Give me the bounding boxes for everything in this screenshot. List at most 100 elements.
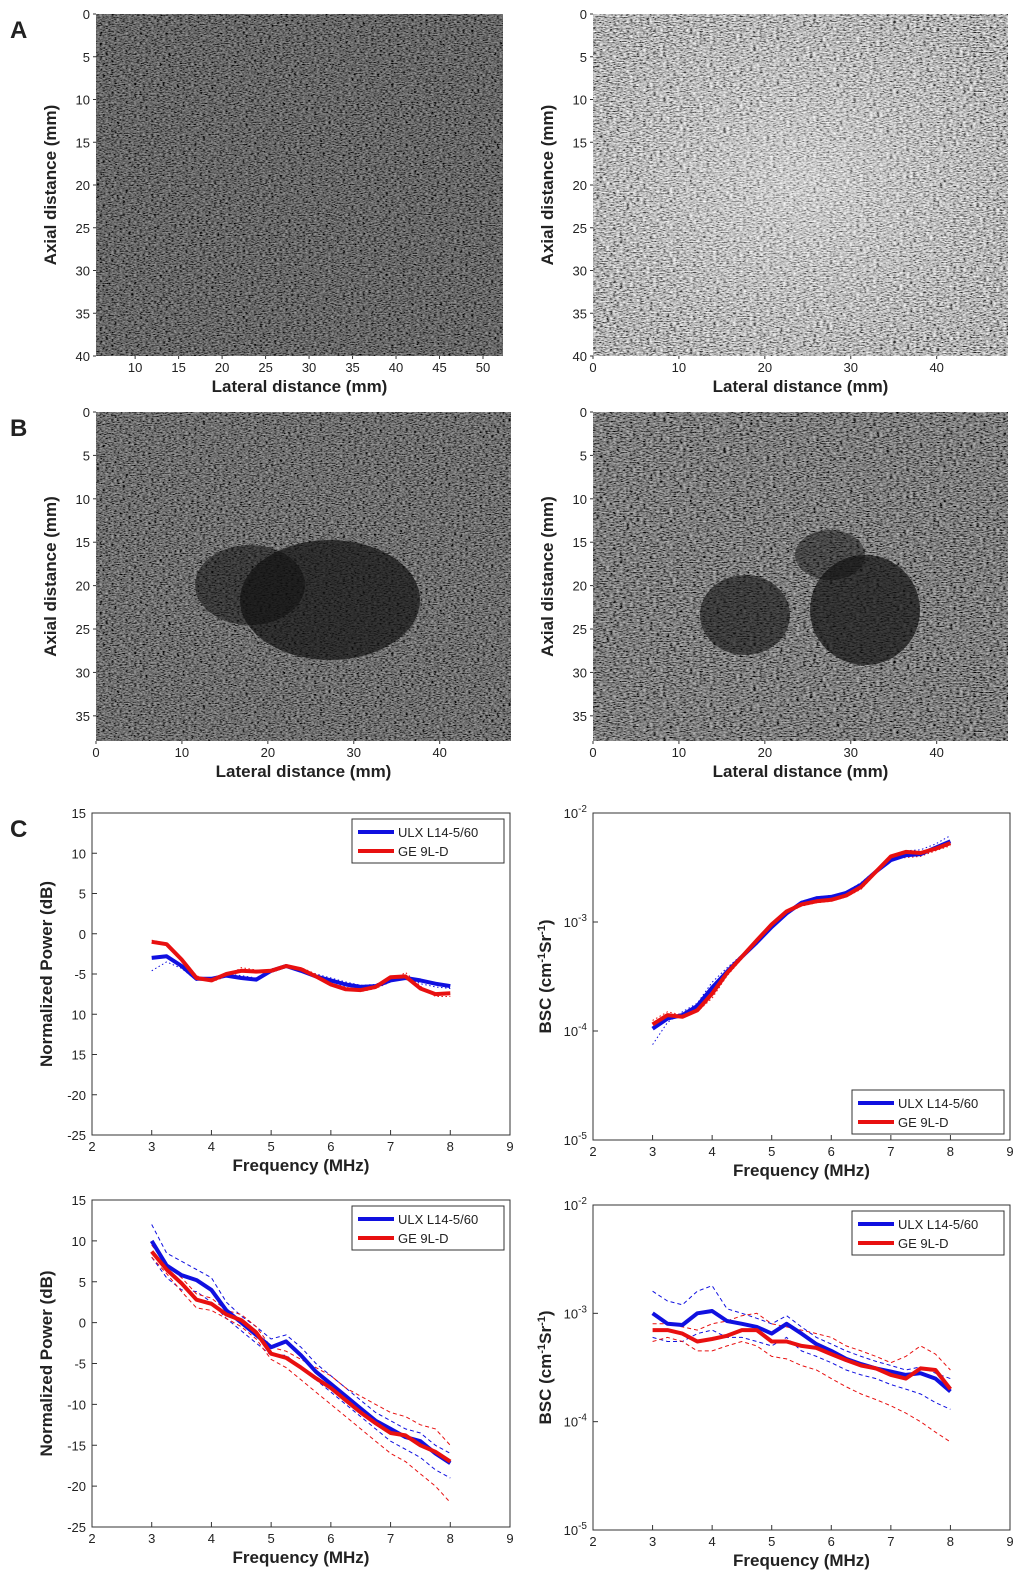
y-tick-label: -10 [67,1397,86,1412]
panel-label: B [10,415,27,442]
x-tick-label: 20 [261,745,275,760]
x-axis-label: Lateral distance (mm) [713,762,889,781]
series-line [151,939,451,997]
y-tick-label: 5 [79,887,86,902]
y-tick-label: 10 [76,492,90,507]
y-axis-label-exponent: -1 [536,953,548,963]
x-tick-label: 10 [672,360,686,375]
y-tick-label: 10-4 [564,1413,588,1430]
series-line [150,1250,452,1464]
x-tick-label: 5 [268,1139,275,1154]
y-tick-label: 20 [76,178,90,193]
panel: 0 10 20 30 40 0 5 10 15 20 25 30 35 Lateral distance … [538,405,1008,781]
x-tick-label: 7 [887,1144,894,1159]
x-tick-label: 40 [929,745,943,760]
y-tick-label: 0 [83,405,90,420]
series-line [651,1309,952,1394]
trace-line [652,1329,951,1410]
x-tick-label: 10 [128,360,142,375]
y-tick-label: 5 [580,50,587,65]
x-tick-label: 20 [758,360,772,375]
panel: 0 10 20 30 40 0 5 10 15 20 25 30 35 Lateral distance … [10,405,511,781]
y-tick-label: 40 [573,349,587,364]
panel: 10 15 20 25 30 35 40 45 500510152025303540Latera… [10,7,503,396]
panel: 2 3 4 5 6 7 8 9 15 10 5 0 -5 10 15 -20 -25 Frequency (MHz… [10,806,514,1175]
y-tick-base: 10 [564,1415,578,1430]
y-axis-label-part: BSC (cm [536,963,555,1034]
y-axis-label: Axial distance (mm) [41,496,60,657]
y-tick-base: 10 [564,1133,578,1148]
x-tick-label: 7 [887,1534,894,1549]
y-tick-exponent: -3 [578,1304,587,1315]
y-axis-label-part: ) [536,1310,555,1316]
y-tick-base: 10 [564,806,578,821]
y-tick-label: 15 [573,135,587,150]
x-tick-label: 10 [672,745,686,760]
y-tick-label: 10-3 [564,1304,588,1321]
legend: ULX L14-5/60 GE 9L-D [351,818,505,864]
x-tick-label: 6 [327,1139,334,1154]
x-tick-label: 3 [148,1531,155,1546]
x-tick-label: 40 [432,745,446,760]
y-tick-base: 10 [564,915,578,930]
x-axis-label: Frequency (MHz) [233,1548,370,1567]
x-tick-label: 8 [447,1531,454,1546]
x-tick-label: 2 [88,1531,95,1546]
y-tick-label: 35 [76,306,90,321]
panel: 2 3 4 5 6 7 8 9 15 10 5 0 -5 -10 -15 -20 -25 Frequency (M… [37,1193,514,1567]
y-tick-label: 0 [79,927,86,942]
x-axis-label: Frequency (MHz) [733,1551,870,1570]
x-tick-label: 3 [649,1144,656,1159]
y-tick-label: -20 [67,1479,86,1494]
x-tick-label: 0 [589,360,596,375]
x-tick-label: 40 [929,360,943,375]
x-tick-label: 9 [506,1139,513,1154]
y-axis-label-exponent: -1 [536,1344,548,1354]
y-axis-label-part: BSC (cm [536,1354,555,1425]
x-tick-label: 2 [589,1534,596,1549]
y-tick-label: 15 [573,535,587,550]
y-tick-label: 35 [573,709,587,724]
x-tick-label: 2 [589,1144,596,1159]
x-axis-label: Lateral distance (mm) [212,377,388,396]
x-tick-label: 9 [1006,1534,1013,1549]
y-tick-label: 35 [573,306,587,321]
x-tick-label: 0 [92,745,99,760]
x-tick-label: 30 [844,360,858,375]
x-tick-label: 40 [389,360,403,375]
y-axis-label: Normalized Power (dB) [37,881,56,1067]
y-tick-label: 10 [72,1007,86,1022]
y-tick-label: 0 [79,1316,86,1331]
y-tick-exponent: -4 [578,1022,587,1033]
lesion [795,530,865,580]
y-tick-label: 0 [580,7,587,22]
y-tick-base: 10 [564,1523,578,1538]
x-tick-label: 6 [828,1534,835,1549]
y-tick-label: 5 [580,448,587,463]
y-tick-label: 10-5 [564,1521,588,1538]
y-tick-label: 25 [573,622,587,637]
y-axis-label-exponent: -1 [536,925,548,935]
y-tick-label: 10 [573,492,587,507]
y-tick-exponent: -5 [578,1521,587,1532]
legend-label: ULX L14-5/60 [398,1212,478,1227]
y-tick-exponent: -2 [578,804,587,815]
x-tick-label: 30 [347,745,361,760]
trace-line [151,1244,451,1446]
y-tick-label: 30 [573,665,587,680]
y-tick-label: -15 [67,1438,86,1453]
y-tick-label: -25 [67,1520,86,1535]
lesion [810,555,920,665]
y-tick-label: 10 [76,93,90,108]
x-tick-label: 8 [947,1144,954,1159]
x-tick-label: 35 [345,360,359,375]
y-tick-label: 10 [72,846,86,861]
y-tick-label: 20 [76,579,90,594]
x-axis-label: Lateral distance (mm) [713,377,889,396]
x-tick-label: 4 [709,1144,716,1159]
y-tick-label: -5 [74,1357,86,1372]
y-axis-label-exponent: -1 [536,1316,548,1326]
y-tick-label: 15 [72,806,86,821]
x-tick-label: 8 [447,1139,454,1154]
